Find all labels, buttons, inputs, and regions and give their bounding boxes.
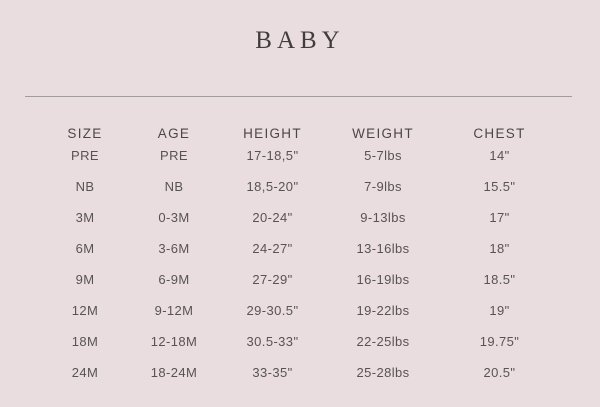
cell-height: 29-30.5" [246, 303, 299, 318]
cell-chest: 19.75" [479, 334, 520, 349]
cell-size: NB [75, 179, 95, 194]
cell-weight: 13-16lbs [356, 241, 410, 256]
header-cell-size: SIZE [67, 125, 103, 141]
cell-size: 18M [71, 334, 99, 349]
size-table-body: PRE PRE 17-18,5" 5-7lbs 14" NB NB 18,5-2… [40, 140, 560, 388]
cell-age: PRE [160, 148, 188, 163]
header-cell-weight: WEIGHT [352, 125, 414, 141]
cell-weight: 9-13lbs [360, 210, 406, 225]
cell-height: 30.5-33" [246, 334, 299, 349]
table-row-pre: PRE PRE 17-18,5" 5-7lbs 14" [40, 140, 560, 171]
cell-height: 27-29" [252, 272, 293, 287]
cell-chest: 18.5" [483, 272, 516, 287]
table-row-3m: 3M 0-3M 20-24" 9-13lbs 17" [40, 202, 560, 233]
table-row-18m: 18M 12-18M 30.5-33" 22-25lbs 19.75" [40, 326, 560, 357]
header-cell-chest: CHEST [473, 125, 526, 141]
cell-weight: 19-22lbs [356, 303, 410, 318]
cell-size: 3M [75, 210, 95, 225]
table-row-6m: 6M 3-6M 24-27" 13-16lbs 18" [40, 233, 560, 264]
table-row-12m: 12M 9-12M 29-30.5" 19-22lbs 19" [40, 295, 560, 326]
cell-weight: 7-9lbs [364, 179, 402, 194]
cell-height: 17-18,5" [246, 148, 299, 163]
table-row-9m: 9M 6-9M 27-29" 16-19lbs 18.5" [40, 264, 560, 295]
header-cell-age: AGE [157, 125, 191, 141]
cell-chest: 19" [489, 303, 510, 318]
cell-height: 33-35" [252, 365, 293, 380]
page-title: BABY [255, 27, 345, 54]
cell-chest: 18" [489, 241, 510, 256]
cell-chest: 20.5" [483, 365, 516, 380]
cell-age: 3-6M [158, 241, 190, 256]
table-row-24m: 24M 18-24M 33-35" 25-28lbs 20.5" [40, 357, 560, 388]
cell-age: 0-3M [158, 210, 190, 225]
cell-weight: 22-25lbs [356, 334, 410, 349]
cell-weight: 16-19lbs [356, 272, 410, 287]
cell-size: 9M [75, 272, 95, 287]
cell-chest: 14" [489, 148, 510, 163]
cell-weight: 5-7lbs [364, 148, 402, 163]
cell-size: 6M [75, 241, 95, 256]
header-cell-height: HEIGHT [243, 125, 302, 141]
cell-chest: 15.5" [483, 179, 516, 194]
cell-chest: 17" [489, 210, 510, 225]
cell-height: 24-27" [252, 241, 293, 256]
cell-age: 6-9M [158, 272, 190, 287]
cell-age: 9-12M [154, 303, 194, 318]
table-row-nb: NB NB 18,5-20" 7-9lbs 15.5" [40, 171, 560, 202]
cell-height: 20-24" [252, 210, 293, 225]
cell-weight: 25-28lbs [356, 365, 410, 380]
cell-height: 18,5-20" [246, 179, 299, 194]
cell-age: NB [164, 179, 184, 194]
cell-age: 12-18M [150, 334, 198, 349]
cell-size: PRE [71, 148, 99, 163]
cell-size: 24M [71, 365, 99, 380]
cell-size: 12M [71, 303, 99, 318]
size-table-header-row: SIZE AGE HEIGHT WEIGHT CHEST [40, 123, 560, 143]
cell-age: 18-24M [150, 365, 198, 380]
divider-line [25, 96, 572, 97]
